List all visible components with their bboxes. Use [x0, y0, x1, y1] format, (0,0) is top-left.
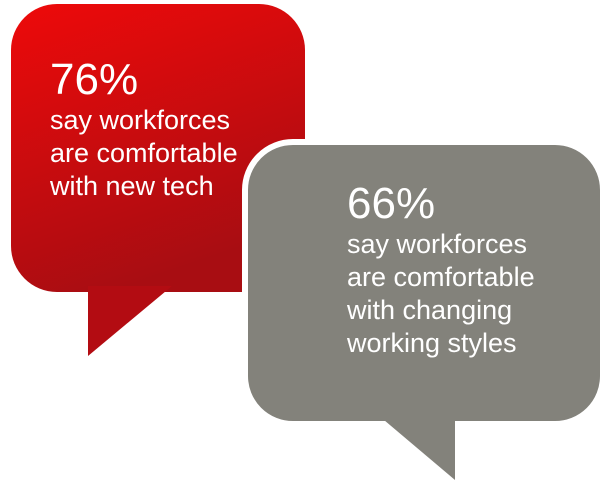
red-bubble-line: are comfortable	[50, 138, 238, 168]
red-bubble-line: say workforces	[50, 105, 231, 135]
gray-bubble-line: are comfortable	[347, 262, 535, 292]
gray-bubble-text: 66% say workforces are comfortable with …	[347, 180, 535, 360]
gray-bubble-line: with changing	[347, 295, 513, 325]
red-bubble-percent: 76%	[50, 55, 139, 104]
gray-speech-bubble	[242, 139, 605, 480]
red-bubble-line: with new tech	[50, 171, 214, 201]
gray-bubble-line: say workforces	[347, 229, 528, 259]
gray-bubble-percent: 66%	[347, 179, 436, 228]
red-speech-bubble	[11, 4, 305, 356]
gray-bubble-line: working styles	[347, 328, 517, 358]
red-bubble-text: 76% say workforces are comfortable with …	[50, 56, 238, 203]
